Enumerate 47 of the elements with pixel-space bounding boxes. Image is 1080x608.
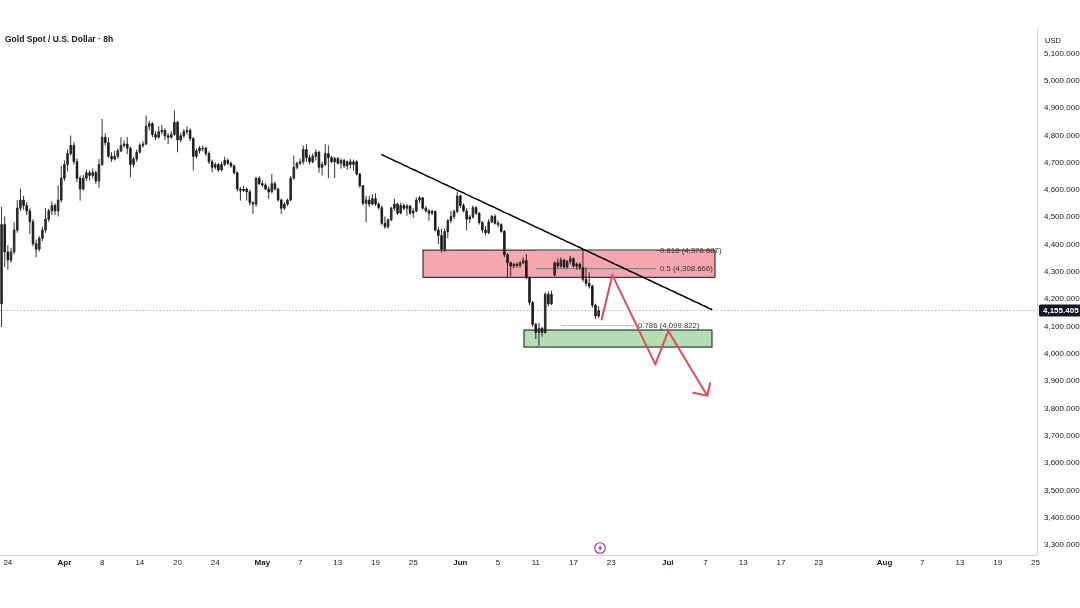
- y-tick-label: 3,400.000: [1044, 512, 1080, 522]
- x-tick-label: 5: [495, 557, 501, 567]
- x-tick-label: 13: [738, 557, 749, 567]
- y-tick-label: 4,500.000: [1044, 212, 1080, 222]
- y-tick-label: 4,900.000: [1044, 103, 1080, 113]
- y-tick-label: 3,900.000: [1044, 376, 1080, 386]
- y-tick-label: 4,200.000: [1044, 294, 1080, 304]
- y-tick-label: 5,100.000: [1044, 48, 1080, 58]
- x-tick-label: 11: [531, 557, 541, 567]
- x-tick-label: May: [254, 557, 271, 567]
- x-tick-label: 17: [569, 557, 579, 567]
- y-tick-label: 4,300.000: [1044, 267, 1080, 277]
- y-tick-label: 4,600.000: [1044, 185, 1080, 195]
- x-tick-label: 13: [333, 557, 343, 567]
- y-tick-label: 5,000.000: [1044, 75, 1080, 85]
- x-tick-label: 23: [814, 557, 824, 567]
- x-tick-label: 25: [1030, 557, 1041, 567]
- y-tick-label: 4,800.000: [1044, 130, 1080, 140]
- x-tick-label: 25: [408, 557, 419, 567]
- y-tick-label: 3,500.000: [1044, 485, 1080, 495]
- x-tick-label: Apr: [57, 557, 72, 567]
- y-tick-label: 4,100.000: [1044, 321, 1080, 331]
- x-tick-label: 23: [606, 557, 617, 567]
- x-tick-label: 7: [297, 557, 303, 567]
- x-tick-label: 17: [776, 557, 786, 567]
- text: Gold Spot / U.S. Dollar · 8h: [5, 34, 114, 44]
- x-tick-label: 13: [955, 557, 966, 567]
- x-tick-label: Jun: [453, 557, 468, 567]
- x-tick-label: 19: [371, 557, 381, 567]
- x-tick-label: 14: [135, 557, 145, 567]
- x-tick-label: 7: [703, 557, 709, 567]
- x-tick-label: 24: [210, 557, 221, 567]
- x-tick-label: 7: [920, 557, 926, 567]
- x-tick-label: 19: [993, 557, 1003, 567]
- x-tick-label: 8: [99, 557, 105, 567]
- y-tick-label: 3,300.000: [1044, 540, 1080, 550]
- x-tick-label: Aug: [876, 557, 893, 567]
- y-tick-label: 3,800.000: [1044, 403, 1080, 413]
- y-tick-label: 4,400.000: [1044, 239, 1080, 249]
- y-tick-label: 3,700.000: [1044, 430, 1080, 440]
- y-tick-label: 3,600.000: [1044, 458, 1080, 468]
- y-tick-label: 4,700.000: [1044, 157, 1080, 167]
- x-tick-label: 20: [173, 557, 183, 567]
- y-tick-label: 4,000.000: [1044, 349, 1080, 358]
- ref-line-label: 4,155.405: [1043, 306, 1080, 315]
- x-tick-label: 24: [3, 557, 13, 567]
- x-tick-label: Jul: [661, 557, 674, 567]
